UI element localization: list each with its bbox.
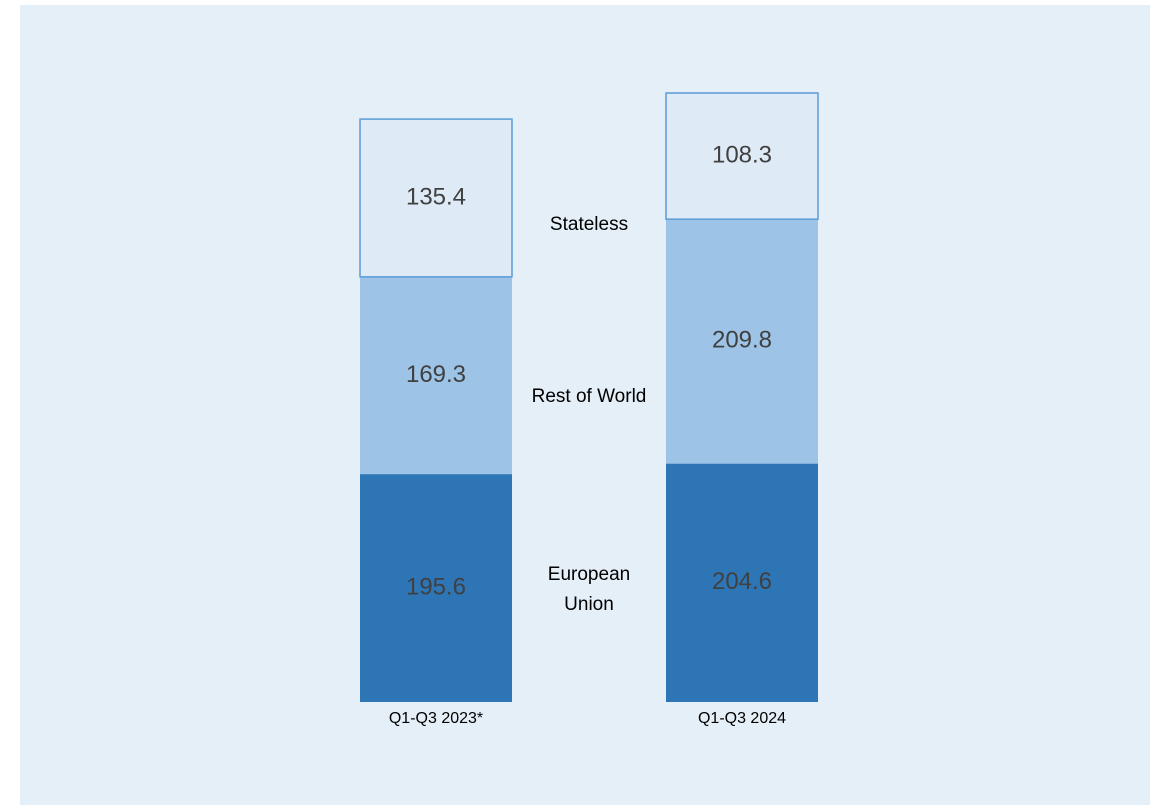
x-tick-label: Q1-Q3 2024 [698, 710, 786, 727]
bar-segment [666, 219, 818, 464]
chart-panel [20, 5, 1150, 805]
x-tick-label: Q1-Q3 2023* [389, 710, 483, 727]
bar-segment [666, 463, 818, 702]
value-label: 204.6 [712, 568, 772, 595]
bar-segment [360, 276, 512, 475]
bar-segment [360, 474, 512, 702]
bar-segment [359, 118, 513, 278]
series-label: Stateless [549, 214, 629, 235]
value-label: 108.3 [712, 141, 772, 168]
value-label: 169.3 [406, 361, 466, 388]
value-label: 135.4 [406, 183, 466, 210]
series-label: European Union [547, 564, 631, 615]
series-label: Rest of World [531, 386, 647, 407]
bar-segment [665, 92, 819, 220]
value-label: 195.6 [406, 573, 466, 600]
value-label: 209.8 [712, 327, 772, 354]
